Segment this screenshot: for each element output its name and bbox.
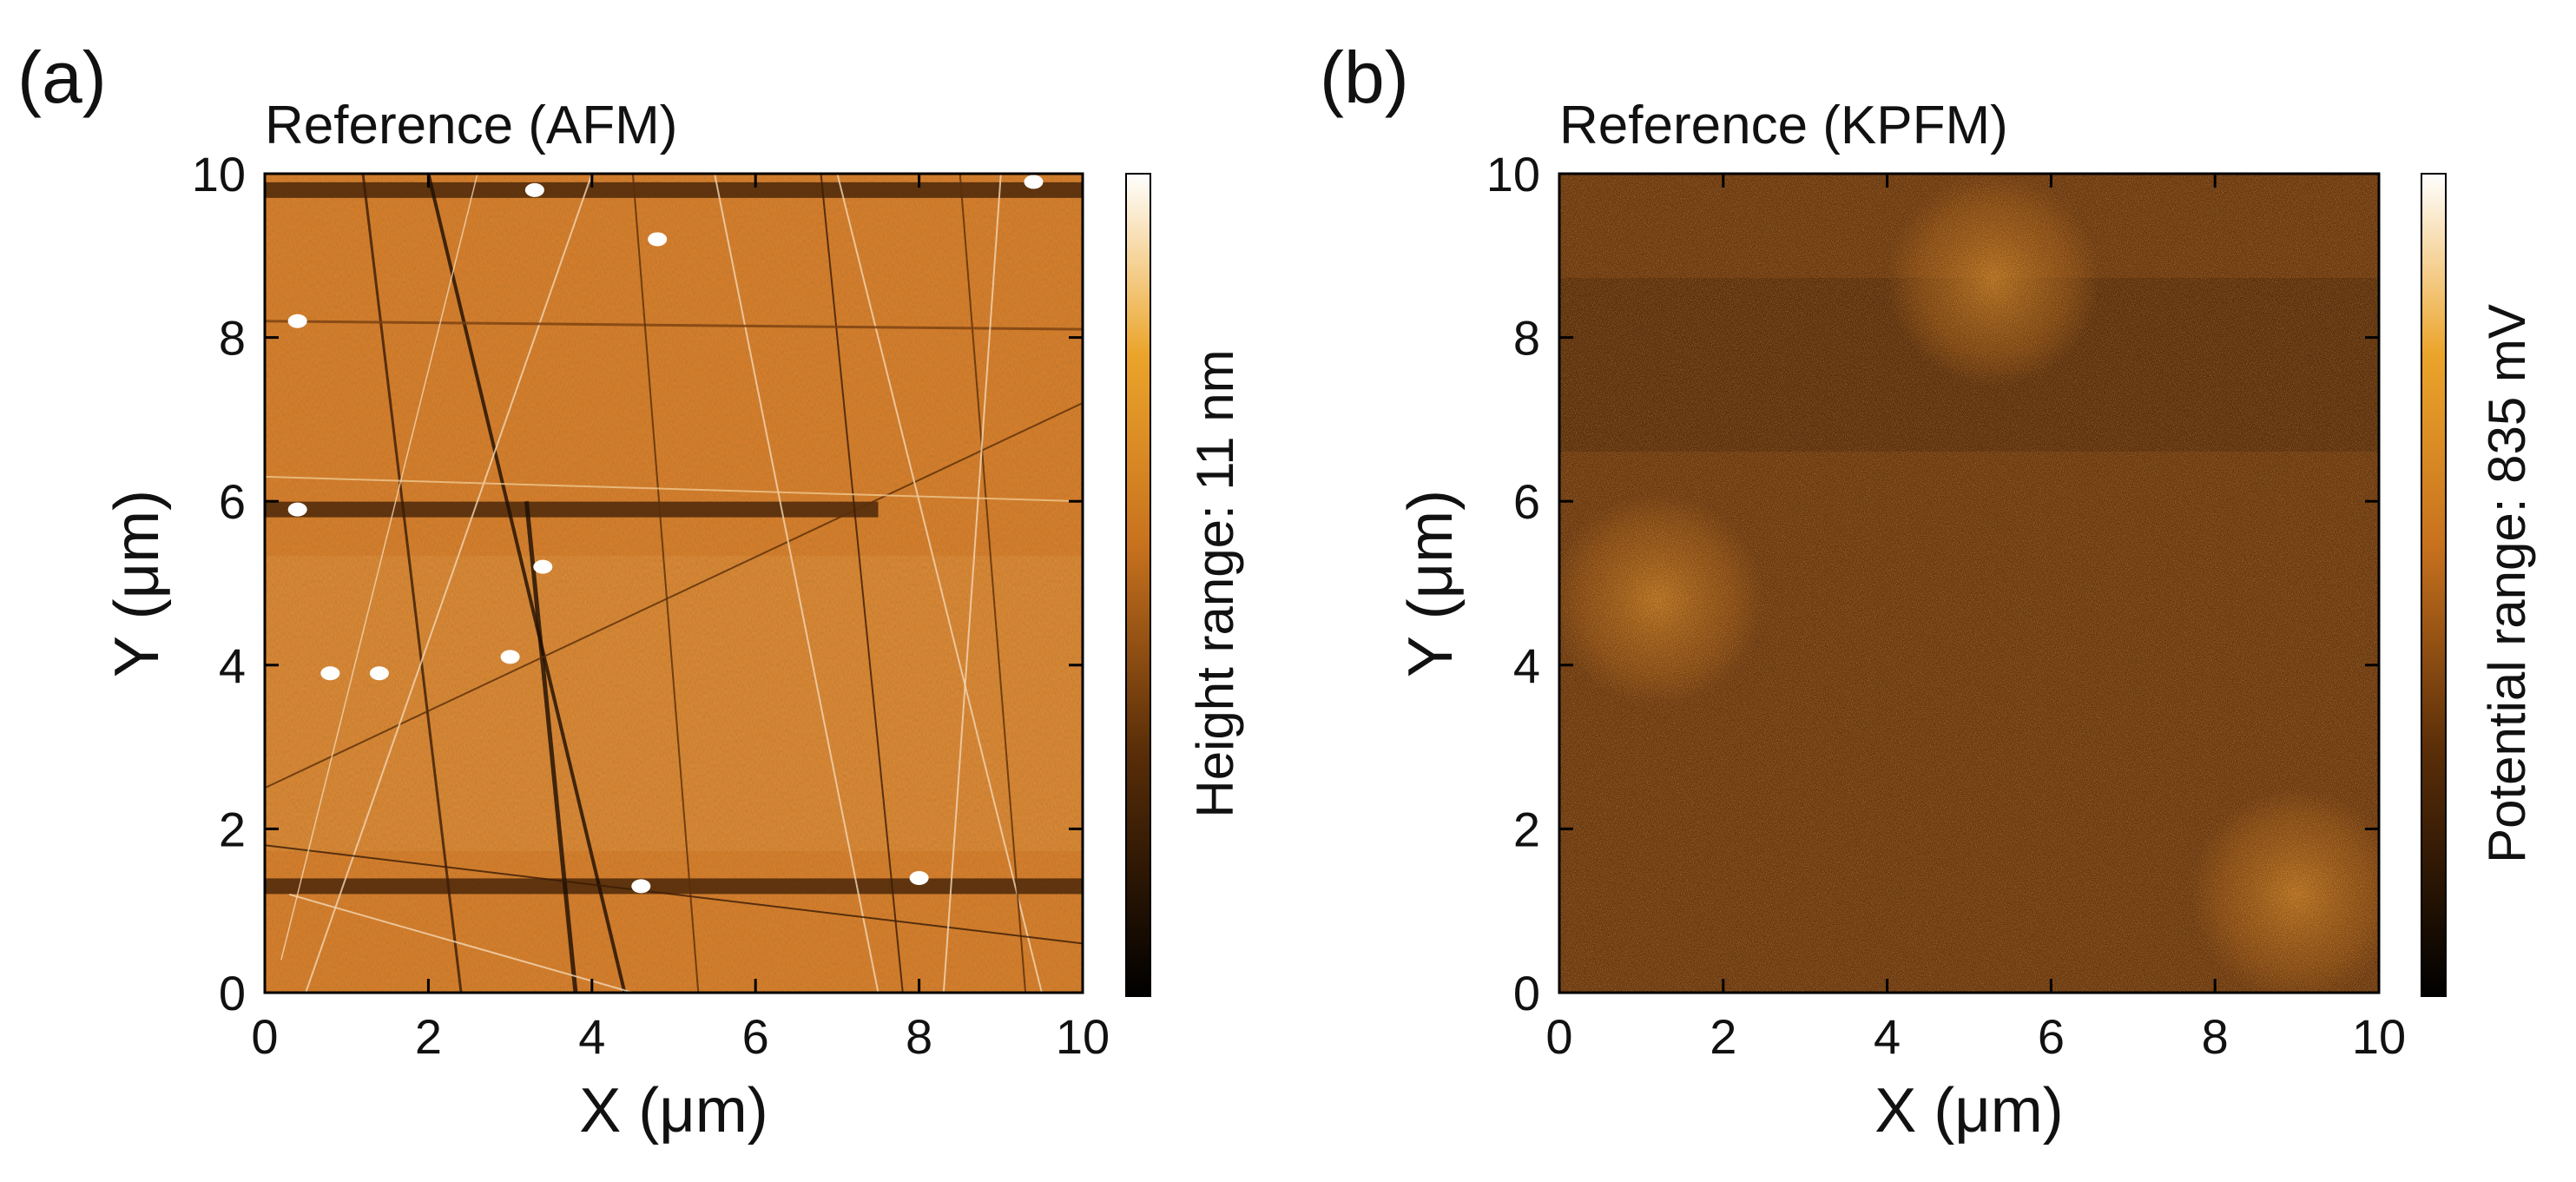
panel-b: (b) Reference (KPFM) 0 2 4 6 8 10 0 2 4 6 8 10 X (…	[1320, 36, 2536, 1146]
y-tick-label-a-8: 8	[219, 311, 246, 366]
panel-label-a: (a)	[17, 36, 107, 118]
x-tick-labels-b: 0 2 4 6 8 10	[1545, 1009, 2406, 1064]
x-tick-label-a-10: 10	[1056, 1009, 1110, 1064]
afm-height-map	[265, 174, 1083, 993]
y-tick-label-a-10: 10	[192, 147, 246, 201]
afm-scratch	[288, 893, 634, 993]
x-tick-label-a-8: 8	[906, 1009, 932, 1064]
afm-scratch	[265, 402, 1083, 789]
afm-scratch	[820, 174, 904, 993]
y-axis-label-a: Y (μm)	[102, 490, 172, 677]
afm-particle	[533, 559, 553, 574]
y-axis-label-b: Y (μm)	[1396, 490, 1466, 677]
y-tick-labels-a: 0 2 4 6 8 10	[192, 147, 246, 1020]
y-tick-label-a-0: 0	[219, 966, 246, 1020]
x-axis-label-b: X (μm)	[1874, 1076, 2063, 1146]
afm-scratch	[280, 174, 478, 961]
y-tick-label-a-6: 6	[219, 474, 246, 529]
panel-a: (a) Reference (AFM) 0 2 4 6 8 10 0 2 4 6 8 10 X (μ…	[17, 36, 1244, 1146]
colorbar-a	[1125, 173, 1151, 997]
axis-ticks-a	[263, 172, 1084, 994]
afm-scratch	[631, 174, 700, 993]
colorbar-label-a: Height range: 11 nm	[1186, 349, 1244, 817]
afm-scratch	[426, 174, 627, 993]
afm-dark-band	[265, 501, 879, 518]
afm-particle	[287, 314, 307, 328]
x-tick-label-a-0: 0	[251, 1009, 278, 1064]
y-tick-label-b-4: 4	[1513, 638, 1540, 693]
panel-label-b: (b)	[1320, 36, 1409, 118]
x-tick-label-b-4: 4	[1874, 1009, 1901, 1064]
afm-particle	[320, 666, 340, 681]
afm-scratch	[942, 174, 1002, 993]
afm-particle	[631, 879, 651, 894]
y-tick-labels-b: 0 2 4 6 8 10	[1486, 147, 1540, 1020]
afm-scratch	[524, 500, 578, 993]
axis-ticks-b	[1558, 172, 2381, 994]
afm-features	[265, 174, 1083, 993]
afm-particle	[287, 502, 307, 517]
afm-scratch	[265, 844, 1083, 945]
x-tick-label-b-8: 8	[2202, 1009, 2229, 1064]
afm-grain	[265, 174, 1083, 993]
y-tick-label-b-0: 0	[1513, 966, 1540, 1020]
x-tick-label-b-0: 0	[1545, 1009, 1572, 1064]
y-tick-label-b-6: 6	[1513, 474, 1540, 529]
plot-frame-b	[1558, 172, 2381, 994]
afm-scratch	[361, 174, 463, 993]
x-tick-label-b-10: 10	[2352, 1009, 2406, 1064]
y-tick-label-b-8: 8	[1513, 311, 1540, 366]
x-tick-label-b-6: 6	[2038, 1009, 2065, 1064]
kpfm-potential-map	[1559, 174, 2379, 993]
x-tick-label-a-4: 4	[578, 1009, 605, 1064]
y-tick-label-b-10: 10	[1486, 147, 1540, 201]
plot-frame-a	[263, 172, 1084, 994]
afm-particle	[524, 182, 544, 197]
x-tick-label-a-6: 6	[742, 1009, 769, 1064]
colorbar-b	[2421, 173, 2447, 997]
chart-title-a: Reference (AFM)	[265, 96, 677, 155]
afm-particle	[1024, 175, 1044, 189]
x-tick-label-a-2: 2	[415, 1009, 442, 1064]
x-axis-label-a: X (μm)	[579, 1076, 768, 1146]
x-tick-labels-a: 0 2 4 6 8 10	[251, 1009, 1110, 1064]
afm-particle	[648, 232, 668, 247]
afm-scratch	[714, 174, 880, 993]
colorbar-label-b: Potential range: 835 mV	[2478, 304, 2536, 863]
x-tick-label-b-2: 2	[1710, 1009, 1736, 1064]
kpfm-grain-dark	[1559, 174, 2379, 993]
afm-particle	[909, 870, 929, 885]
afm-scratch	[265, 320, 1083, 331]
y-tick-label-a-2: 2	[219, 802, 246, 856]
afm-dark-band	[265, 182, 1083, 198]
chart-title-b: Reference (KPFM)	[1559, 96, 2008, 155]
afm-scratch	[959, 174, 1027, 993]
y-tick-label-a-4: 4	[219, 638, 246, 693]
afm-scratch	[836, 174, 1043, 993]
afm-dark-band	[265, 878, 1083, 895]
y-tick-label-b-2: 2	[1513, 802, 1540, 856]
afm-particle	[500, 650, 520, 664]
afm-particle	[369, 666, 389, 681]
